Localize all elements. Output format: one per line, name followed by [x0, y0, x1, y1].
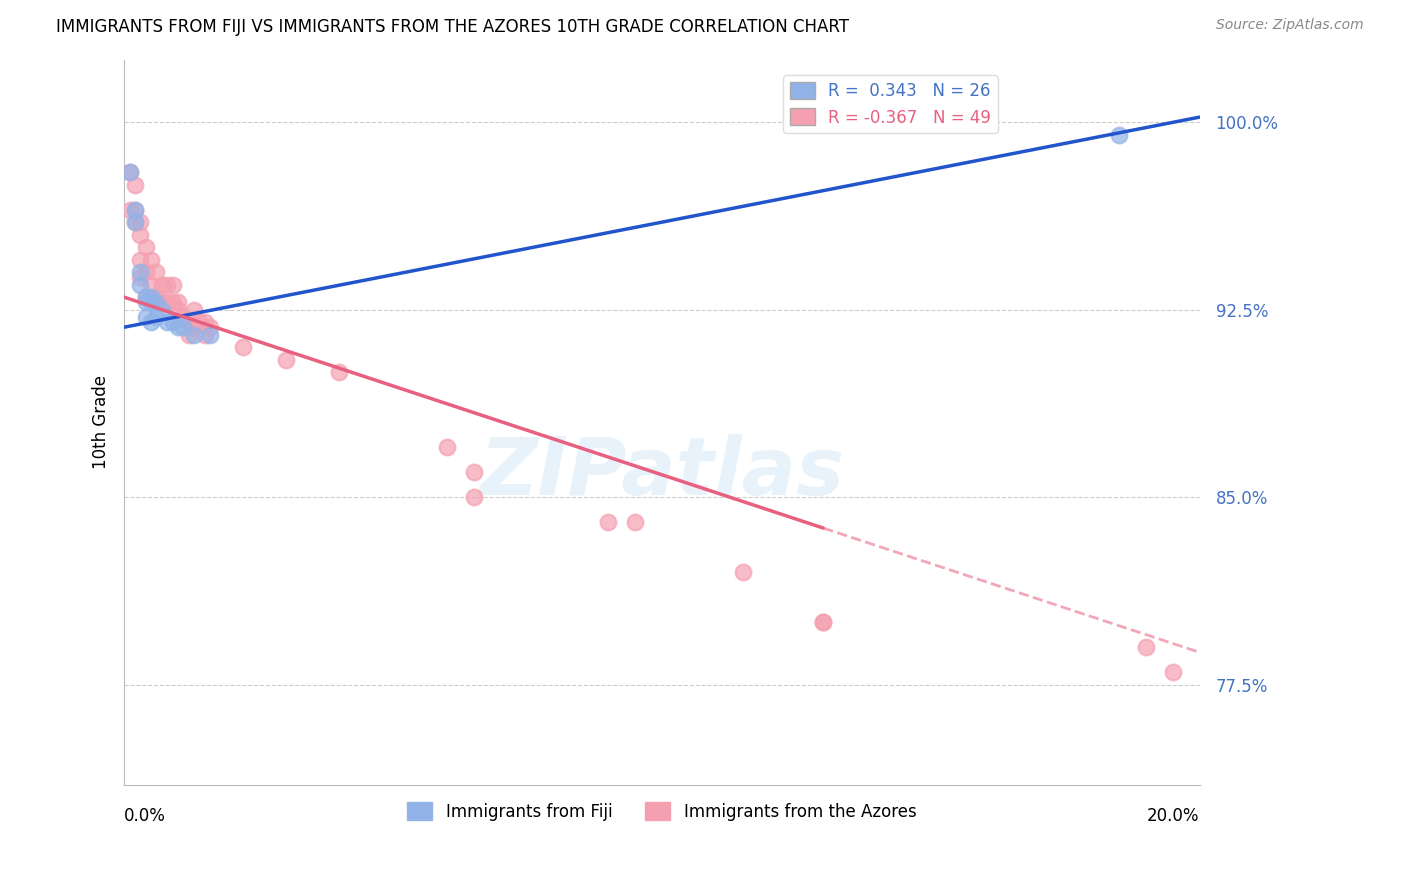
Point [194, 327, 217, 342]
Point [731, 566, 754, 580]
Point [188, 315, 211, 329]
Point [463, 465, 485, 479]
Point [172, 320, 194, 334]
Point [598, 516, 620, 530]
Point [118, 165, 141, 179]
Point [162, 315, 184, 329]
Point [194, 315, 217, 329]
Point [129, 277, 152, 292]
Point [156, 295, 179, 310]
Point [145, 290, 167, 304]
Point [129, 227, 152, 242]
Point [135, 265, 157, 279]
Legend: R =  0.343   N = 26, R = -0.367   N = 49: R = 0.343 N = 26, R = -0.367 N = 49 [783, 75, 998, 133]
Point [231, 340, 253, 354]
Text: IMMIGRANTS FROM FIJI VS IMMIGRANTS FROM THE AZORES 10TH GRADE CORRELATION CHART: IMMIGRANTS FROM FIJI VS IMMIGRANTS FROM … [56, 18, 849, 36]
Point [129, 252, 152, 267]
Point [183, 327, 205, 342]
Point [139, 252, 162, 267]
Point [150, 295, 173, 310]
Point [129, 215, 152, 229]
Point [167, 295, 190, 310]
Point [124, 202, 146, 217]
Point [124, 215, 146, 229]
Point [145, 295, 167, 310]
Point [162, 277, 184, 292]
Point [177, 315, 200, 329]
Point [129, 265, 152, 279]
Text: 20.0%: 20.0% [1147, 806, 1199, 824]
Point [172, 310, 194, 325]
Point [135, 295, 157, 310]
Point [811, 615, 834, 630]
Point [1135, 640, 1157, 655]
Point [200, 327, 222, 342]
Point [162, 295, 184, 310]
Point [139, 295, 162, 310]
Text: Source: ZipAtlas.com: Source: ZipAtlas.com [1216, 18, 1364, 32]
Point [811, 615, 834, 630]
Point [118, 202, 141, 217]
Point [200, 320, 222, 334]
Point [145, 265, 167, 279]
Point [156, 277, 179, 292]
Text: ZIPatlas: ZIPatlas [479, 434, 845, 512]
Point [1161, 665, 1184, 680]
Point [624, 516, 647, 530]
Point [177, 327, 200, 342]
Point [145, 310, 167, 325]
Point [139, 290, 162, 304]
Point [135, 310, 157, 325]
Point [328, 365, 350, 379]
Point [150, 277, 173, 292]
Point [274, 352, 297, 367]
Point [463, 490, 485, 504]
Point [139, 315, 162, 329]
Point [156, 315, 179, 329]
Point [150, 302, 173, 317]
Point [118, 165, 141, 179]
Point [167, 302, 190, 317]
Point [183, 302, 205, 317]
Point [129, 270, 152, 285]
Point [1108, 128, 1130, 142]
Point [183, 320, 205, 334]
Point [135, 290, 157, 304]
Text: 0.0%: 0.0% [124, 806, 166, 824]
Point [167, 320, 190, 334]
Point [124, 178, 146, 192]
Point [436, 440, 458, 454]
Point [135, 290, 157, 304]
Y-axis label: 10th Grade: 10th Grade [93, 376, 110, 469]
Point [139, 277, 162, 292]
Point [124, 202, 146, 217]
Point [135, 240, 157, 254]
Point [124, 215, 146, 229]
